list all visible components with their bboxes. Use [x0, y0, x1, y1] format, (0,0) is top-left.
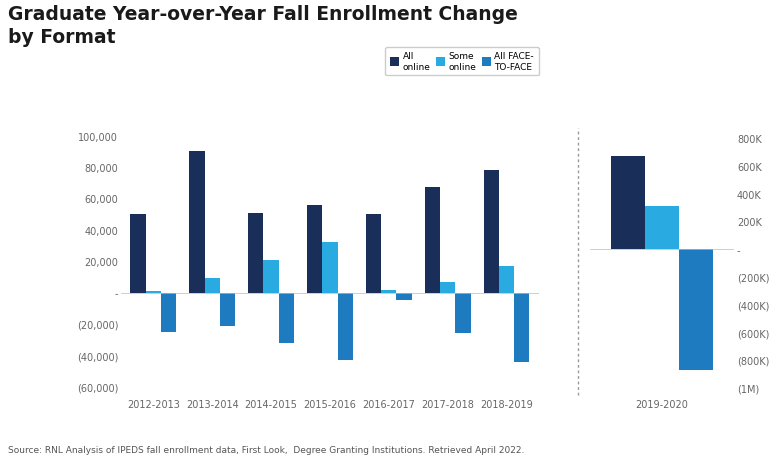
- Bar: [455, 293, 471, 334]
- Bar: [514, 293, 530, 362]
- Bar: [146, 291, 161, 293]
- Bar: [263, 260, 279, 293]
- Bar: [483, 171, 499, 293]
- Bar: [205, 279, 220, 293]
- Bar: [307, 205, 323, 293]
- Legend: All
online, Some
online, All FACE-
TO-FACE: All online, Some online, All FACE- TO-FA…: [385, 48, 539, 76]
- Bar: [499, 266, 514, 293]
- Bar: [248, 213, 263, 293]
- Bar: [189, 152, 205, 293]
- Bar: [611, 157, 645, 250]
- Bar: [366, 215, 381, 293]
- Bar: [645, 207, 679, 250]
- Bar: [440, 282, 455, 293]
- Bar: [220, 293, 235, 326]
- Text: Graduate Year-over-Year Fall Enrollment Change
by Format: Graduate Year-over-Year Fall Enrollment …: [8, 5, 518, 47]
- Text: Source: RNL Analysis of IPEDS fall enrollment data, First Look,  Degree Granting: Source: RNL Analysis of IPEDS fall enrol…: [8, 445, 524, 454]
- Bar: [679, 250, 713, 370]
- Bar: [397, 293, 412, 301]
- Bar: [130, 215, 146, 293]
- Bar: [323, 243, 337, 293]
- Bar: [425, 188, 440, 293]
- Bar: [279, 293, 294, 343]
- Bar: [337, 293, 353, 360]
- Bar: [161, 293, 177, 332]
- Bar: [381, 291, 397, 293]
